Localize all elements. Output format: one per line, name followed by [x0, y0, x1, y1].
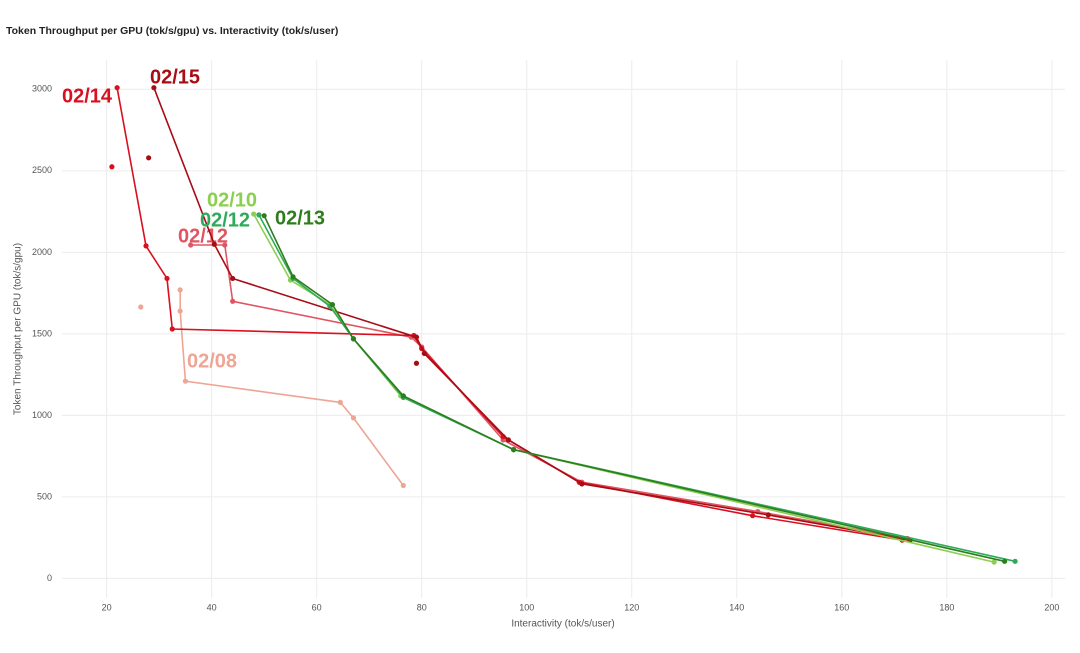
point	[413, 360, 420, 366]
point	[505, 437, 511, 443]
y-tick-label: 2000	[32, 247, 52, 257]
series: 02/14	[62, 85, 905, 543]
point	[182, 378, 189, 384]
series: 02/12	[200, 209, 1018, 564]
y-tick-label: 0	[47, 573, 52, 583]
point	[1002, 558, 1008, 564]
series: 02/12	[178, 225, 911, 542]
point	[251, 211, 257, 217]
series: 02/10	[207, 189, 997, 565]
series: 02/08	[138, 287, 406, 489]
point	[350, 415, 357, 421]
series: 02/15	[146, 66, 913, 543]
series-label: 02/12	[178, 225, 228, 247]
x-tick-label: 60	[312, 602, 322, 612]
y-tick-label: 500	[37, 491, 52, 501]
x-tick-label: 140	[729, 602, 744, 612]
series-line	[253, 213, 995, 563]
point	[991, 559, 997, 565]
x-tick-label: 20	[102, 602, 112, 612]
series-label: 02/10	[207, 189, 257, 211]
point	[400, 482, 406, 489]
point	[1012, 558, 1018, 564]
point	[413, 334, 420, 340]
point	[421, 350, 427, 357]
point	[749, 513, 756, 519]
chart-title: Token Throughput per GPU (tok/s/gpu) vs.…	[6, 25, 338, 37]
series-line	[263, 215, 1005, 563]
series-line	[179, 289, 404, 486]
point	[400, 393, 406, 399]
point	[164, 275, 170, 282]
point	[230, 275, 236, 282]
series-label: 02/13	[275, 207, 325, 229]
point	[177, 308, 183, 314]
series-label: 02/14	[62, 85, 113, 107]
y-tick-label: 1000	[32, 410, 52, 420]
point	[143, 243, 149, 249]
x-tick-label: 120	[624, 602, 639, 612]
y-tick-label: 1500	[32, 328, 52, 338]
series-label: 02/12	[200, 209, 250, 231]
x-tick-label: 100	[519, 602, 534, 612]
point	[261, 213, 267, 219]
y-axis-title: Token Throughput per GPU (tok/s/gpu)	[13, 243, 24, 415]
point	[222, 242, 228, 248]
series-line	[190, 244, 908, 540]
point	[579, 481, 585, 487]
series: 02/13	[261, 207, 1008, 564]
point	[138, 304, 144, 310]
point	[290, 274, 296, 280]
point	[177, 287, 183, 293]
x-tick-label: 200	[1044, 602, 1059, 612]
point	[765, 512, 771, 518]
point	[114, 85, 120, 91]
series-line	[258, 214, 1016, 563]
x-tick-label: 160	[834, 602, 849, 612]
point	[109, 164, 115, 170]
y-tick-label: 3000	[32, 84, 52, 94]
series-label: 02/15	[150, 66, 200, 88]
series-line	[116, 87, 903, 541]
point	[169, 326, 175, 332]
point	[211, 241, 217, 247]
point	[256, 212, 262, 218]
x-tick-label: 80	[417, 602, 427, 612]
x-tick-label: 180	[939, 602, 954, 612]
point	[511, 447, 517, 453]
x-axis-title: Interactivity (tok/s/user)	[511, 619, 614, 630]
series-line	[153, 87, 911, 541]
point	[350, 336, 357, 342]
point	[188, 242, 194, 248]
point	[146, 155, 152, 161]
point	[329, 301, 336, 308]
point	[151, 85, 157, 91]
series-label: 02/08	[187, 350, 237, 372]
point	[230, 298, 236, 304]
x-tick-label: 40	[207, 602, 217, 612]
y-tick-label: 2500	[32, 165, 52, 175]
point	[337, 399, 343, 405]
